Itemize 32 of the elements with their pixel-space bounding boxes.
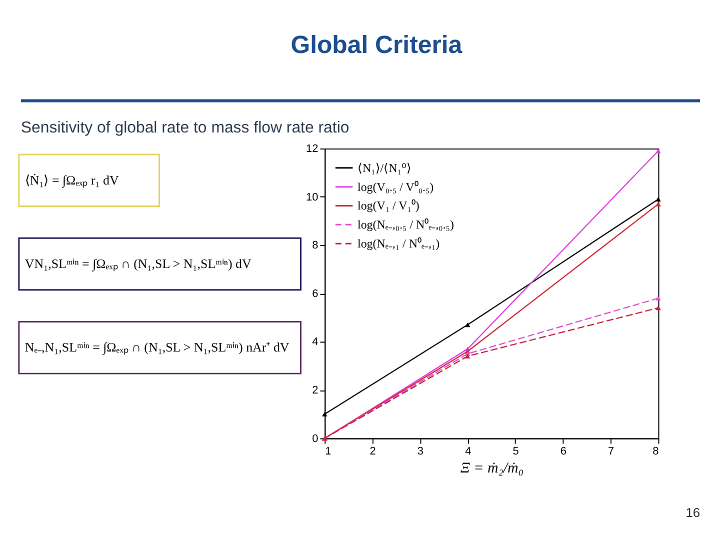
point: [656, 306, 661, 310]
y-tick-label: 4: [312, 336, 318, 348]
x-tick-label: 7: [608, 446, 614, 458]
legend-label: log(V₁ / V₁⁰): [358, 198, 420, 213]
legend-label: ⟨N₁⟩/⟨N₁⁰⟩: [358, 160, 412, 175]
x-tick-label: 6: [560, 446, 566, 458]
point: [656, 196, 661, 202]
text: 16: [686, 504, 700, 520]
legend-label: log(V₀.₅ / V⁰₀.₅): [358, 180, 434, 194]
y-tick-label: 12: [306, 142, 318, 155]
x-tick-label: 8: [652, 446, 659, 458]
point: [464, 322, 470, 328]
text: Sensitivity of global rate to mass flow rate ratio: [20, 120, 350, 137]
y-tick-label: 8: [312, 240, 318, 252]
y-tick-label: 0: [312, 432, 318, 445]
x-tick-label: 1: [325, 446, 332, 458]
x-tick-label: 5: [512, 446, 519, 458]
chart-title: Global Criteria: [290, 30, 462, 59]
point: [656, 148, 661, 154]
x-tick-label: 3: [417, 446, 424, 458]
point: [322, 412, 328, 416]
legend-label: log(Nₑ₋,₀.₅ / N⁰ₑ₋,₀.₅): [358, 218, 454, 232]
text: VN₁,SLᵐⁱⁿ = ∫Ωₑₓₚ ∩ (N₁,SL > N₁,SLᵐⁱⁿ) dV: [24, 256, 252, 272]
legend-label: log(Nₑ₋,₁ / N⁰ₑ₋,₁): [358, 236, 440, 251]
y-tick-label: 10: [306, 191, 318, 204]
x-axis-title: Ξ = ṁ₂/ṁ₀: [460, 460, 524, 477]
text: ⟨Ṅ₁⟩ = ∫Ωₑₓₚ r₁ dV: [24, 172, 120, 188]
x-tick-label: 2: [370, 446, 376, 458]
y-tick-label: 6: [312, 288, 318, 300]
y-tick-label: 2: [312, 384, 318, 396]
text: Nₑ₋,N₁,SLᵐⁱⁿ = ∫Ωₑₓₚ ∩ (N₁,SL > N₁,SLᵐⁱⁿ) nAr⁺ dV: [24, 340, 290, 356]
x-tick-label: 4: [465, 446, 472, 458]
